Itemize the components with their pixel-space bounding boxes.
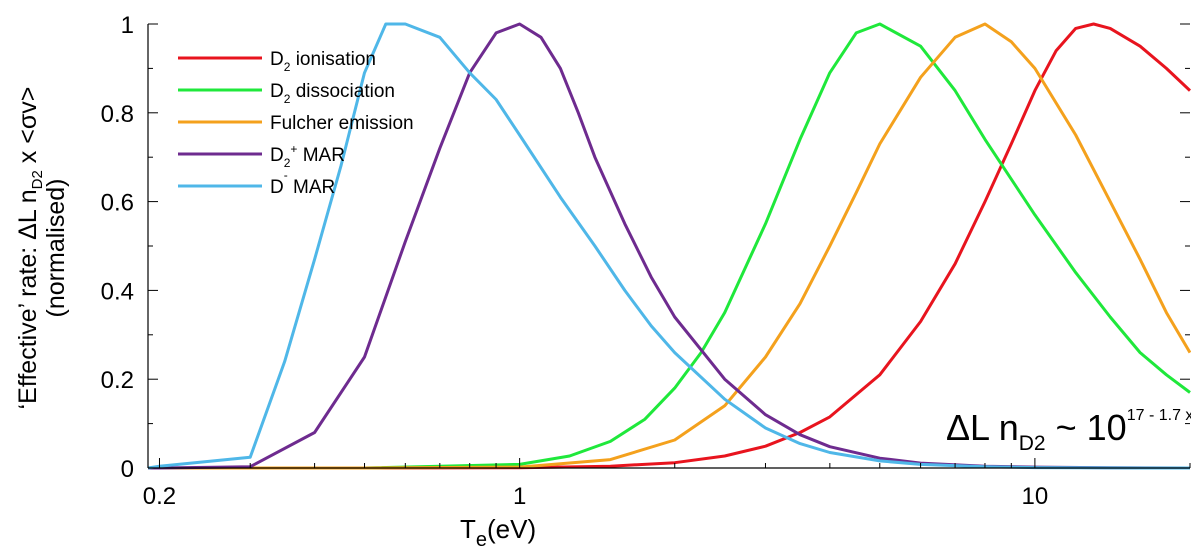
legend-label-sub: 2 [284, 92, 291, 106]
x-tick-label-2: 10 [1022, 483, 1049, 510]
x-axis-title: Te(eV) [460, 514, 536, 551]
x-tick-label-1: 1 [513, 483, 526, 510]
y-axis-title-line1: ‘Effective’ rate: ΔL nD2 x <σv> [14, 87, 46, 410]
formula-sub: D2 [1019, 432, 1046, 455]
axis-ticks: 0 0.2 0.4 0.6 0.8 1 0.2 1 10 [101, 12, 1191, 510]
x-axis-title-main: T [460, 514, 476, 544]
legend-label-0: D2 ionisation [270, 49, 376, 74]
legend-label-rest: ionisation [290, 49, 376, 70]
y-tick-label-1: 0.2 [101, 367, 134, 394]
legend-label-sup: + [290, 142, 297, 156]
y-tick-label-0: 0 [121, 456, 134, 483]
y-tick-label-2: 0.4 [101, 278, 134, 305]
legend-label-4: D- MAR [270, 168, 335, 198]
y-tick-label-4: 0.8 [101, 101, 134, 128]
formula-sup: 17 - 1.7 x log10(Te) [1127, 407, 1191, 424]
legend-label-rest: dissociation [290, 81, 395, 102]
series-line-1 [148, 22, 1191, 470]
formula-mid: ~ 10 [1046, 407, 1127, 448]
x-tick-label-0: 0.2 [143, 483, 176, 510]
legend-label-main: D [270, 145, 284, 166]
legend-label-main: D [270, 49, 284, 70]
legend-label-sup: - [284, 168, 288, 182]
legend-label-main: Fulcher emission [270, 113, 414, 134]
y-axis-title-sub: D2 [29, 170, 46, 189]
x-axis-title-unit: (eV) [487, 514, 536, 544]
formula-prefix: ΔL n [946, 407, 1019, 448]
series-line-4 [147, 22, 1191, 470]
legend-label-sub: 2 [284, 60, 291, 74]
y-axis-title-suffix: x <σv> [14, 87, 42, 171]
legend-label-2: Fulcher emission [270, 113, 414, 134]
series-line-3 [148, 22, 1191, 470]
legend-label-sub: 2 [284, 156, 291, 170]
series-line-2 [148, 22, 1191, 470]
y-tick-label-3: 0.6 [101, 190, 134, 217]
legend-label-main: D [270, 81, 284, 102]
legend-label-rest: MAR [297, 145, 345, 166]
legend-label-1: D2 dissociation [270, 81, 395, 106]
y-axis-title-line2: (normalised) [42, 179, 70, 318]
legend-label-3: D2+ MAR [270, 142, 345, 170]
y-axis-title-prefix: ‘Effective’ rate: ΔL n [14, 189, 42, 409]
legend-label-rest: MAR [288, 177, 336, 198]
x-axis-title-sub: e [476, 529, 487, 551]
series-line-0 [148, 22, 1191, 470]
y-axis-title: ‘Effective’ rate: ΔL nD2 x <σv> (normali… [14, 87, 70, 410]
y-tick-label-5: 1 [121, 12, 134, 39]
formula-annotation: ΔL nD2 ~ 1017 - 1.7 x log10(Te) [946, 407, 1191, 455]
legend-label-main: D [270, 177, 284, 198]
series-lines [147, 22, 1191, 470]
